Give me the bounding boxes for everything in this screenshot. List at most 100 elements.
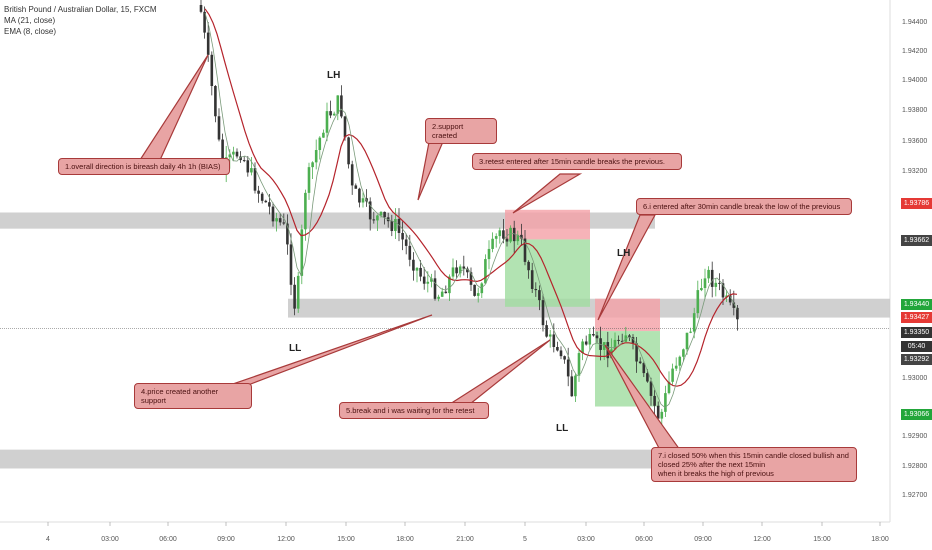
candle-body [271,206,275,222]
candle-body [444,291,448,294]
price-badge-3: 1.93440 [901,299,932,310]
price-tick-label: 1.94000 [902,77,927,84]
candle-body [278,218,282,223]
candle-body [595,335,599,339]
candle-body [250,168,253,173]
candle-body [473,284,476,296]
candle-body [620,340,624,342]
candle-body [340,95,343,117]
candle-body [325,111,329,133]
candle-body [462,266,466,269]
candle-body [404,239,408,246]
candle-body [685,332,689,350]
candle-body [505,238,509,242]
candle-body [448,276,451,294]
time-tick-label: 15:00 [337,536,355,543]
candle-body [703,278,707,289]
candle-body [656,405,660,419]
candle-body [332,113,336,116]
candle-body [260,193,264,201]
candle-body [736,307,739,320]
candle-body [199,5,203,12]
label-lh-1: LH [327,70,341,81]
time-tick-label: 09:00 [694,536,712,543]
candle-body [584,341,588,345]
candle-body [581,341,584,354]
candle-body [494,236,498,239]
candle-body [527,261,530,271]
candle-body [721,283,725,298]
candle-body [379,211,383,216]
price-badge-6: 1.93292 [901,354,932,365]
candle-body [646,373,649,382]
candle-body [242,160,246,162]
candle-body [217,116,221,140]
candle-body [509,227,512,242]
time-tick-label: 03:00 [577,536,595,543]
ema-line [204,12,738,409]
candle-body [628,335,631,338]
candle-body [556,346,559,351]
candle-body [347,137,350,165]
ma-legend: MA (21, close) [4,16,56,25]
price-badge-2: 1.93662 [901,235,932,246]
price-tick-label: 1.92900 [902,433,927,440]
candle-body [422,276,426,284]
candle-body [206,32,210,55]
candle-body [638,361,642,364]
time-tick-label: 06:00 [159,536,177,543]
annotation-pointer-4 [229,314,433,386]
zone-2 [288,298,890,318]
candle-body [718,282,721,284]
candle-body [394,218,397,232]
candle-body [415,267,419,271]
candle-body [707,269,710,279]
annotation-7: 7.i closed 50% when this 15min candle cl… [651,447,857,482]
candle-body [354,185,358,189]
time-tick-label: 18:00 [871,536,889,543]
candle-body [293,284,296,309]
annotation-pointer-1 [138,54,209,161]
candle-body [631,337,635,344]
candle-body [430,278,433,282]
annotation-pointer-5 [447,339,551,405]
candle-body [268,202,271,207]
price-badge-7: 1.93066 [901,409,932,420]
candle-body [235,151,239,157]
candle-body [502,230,505,239]
price-tick-label: 1.93600 [902,138,927,145]
candle-body [264,200,268,203]
candle-body [530,270,534,289]
candle-body [516,234,520,242]
candle-body [728,295,732,303]
candle-body [466,268,469,273]
label-lh-2: LH [617,248,631,259]
annotation-5: 5.break and i was waiting for the retest [339,402,489,419]
price-tick-label: 1.93200 [902,168,927,175]
candle-body [491,238,494,249]
candle-body [408,245,412,260]
candle-body [559,350,563,357]
candle-body [642,363,646,374]
zone-1 [0,212,655,229]
candle-body [678,356,682,366]
price-tick-label: 1.92700 [902,492,927,499]
label-ll-2: LL [556,423,569,434]
candle-body [520,234,523,239]
time-tick-label: 06:00 [635,536,653,543]
zone-3 [0,449,703,469]
candle-body [660,411,664,419]
candle-body [538,290,541,301]
candle-body [343,116,347,138]
candle-body [674,365,678,369]
candle-body [696,290,700,314]
annotation-4: 4.price created another support [134,383,252,409]
candle-body [732,302,736,308]
candle-body [440,291,444,297]
time-tick-label: 12:00 [753,536,771,543]
candle-body [419,267,422,277]
candle-body [534,288,538,291]
candle-body [649,381,653,396]
candle-body [710,269,714,287]
